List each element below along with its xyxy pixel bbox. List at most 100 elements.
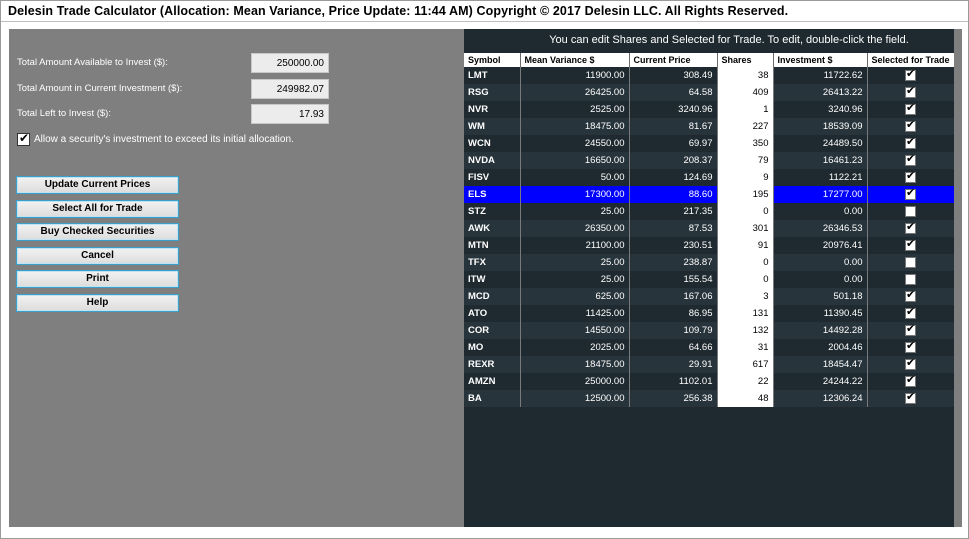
column-header[interactable]: Mean Variance $ <box>520 53 630 67</box>
column-header[interactable]: Shares <box>717 53 774 67</box>
shares-cell[interactable]: 350 <box>717 135 774 152</box>
selected-for-trade-checkbox[interactable]: ✔ <box>905 187 916 200</box>
column-header[interactable]: Symbol <box>464 53 521 67</box>
table-row[interactable]: RSG 26425.00 64.58 409 26413.22 ✔ <box>464 84 955 101</box>
selected-for-trade-cell[interactable] <box>867 271 955 288</box>
shares-cell[interactable]: 0 <box>717 254 774 271</box>
table-row[interactable]: AMZN 25000.00 1102.01 22 24244.22 ✔ <box>464 373 955 390</box>
allow-exceed-checkbox[interactable]: ✔ <box>17 131 30 146</box>
table-row[interactable]: STZ 25.00 217.35 0 0.00 <box>464 203 955 220</box>
shares-cell[interactable]: 31 <box>717 339 774 356</box>
selected-for-trade-checkbox[interactable]: ✔ <box>905 323 916 336</box>
selected-for-trade-checkbox[interactable]: ✔ <box>905 170 916 183</box>
shares-cell[interactable]: 1 <box>717 101 774 118</box>
selected-for-trade-checkbox[interactable]: ✔ <box>905 136 916 149</box>
table-row[interactable]: MO 2025.00 64.66 31 2004.46 ✔ <box>464 339 955 356</box>
table-row[interactable]: MTN 21100.00 230.51 91 20976.41 ✔ <box>464 237 955 254</box>
selected-for-trade-cell[interactable]: ✔ <box>867 186 955 203</box>
shares-cell[interactable]: 48 <box>717 390 774 407</box>
selected-for-trade-cell[interactable]: ✔ <box>867 135 955 152</box>
table-row[interactable]: FISV 50.00 124.69 9 1122.21 ✔ <box>464 169 955 186</box>
column-header[interactable]: Selected for Trade <box>867 53 955 67</box>
selected-for-trade-cell[interactable]: ✔ <box>867 339 955 356</box>
table-row[interactable]: BA 12500.00 256.38 48 12306.24 ✔ <box>464 390 955 407</box>
selected-for-trade-cell[interactable]: ✔ <box>867 101 955 118</box>
shares-cell[interactable]: 0 <box>717 203 774 220</box>
print-button[interactable]: Print <box>16 270 179 288</box>
shares-cell[interactable]: 131 <box>717 305 774 322</box>
shares-cell[interactable]: 38 <box>717 67 774 84</box>
mean-variance-cell: 17300.00 <box>520 186 630 203</box>
table-row[interactable]: NVR 2525.00 3240.96 1 3240.96 ✔ <box>464 101 955 118</box>
selected-for-trade-checkbox[interactable]: ✔ <box>905 85 916 98</box>
shares-cell[interactable]: 0 <box>717 271 774 288</box>
shares-cell[interactable]: 409 <box>717 84 774 101</box>
total-available-field[interactable]: 250000.00 <box>251 53 329 73</box>
selected-for-trade-cell[interactable]: ✔ <box>867 390 955 407</box>
shares-cell[interactable]: 3 <box>717 288 774 305</box>
column-header[interactable]: Current Price <box>629 53 718 67</box>
selected-for-trade-checkbox[interactable] <box>905 205 916 217</box>
selected-for-trade-checkbox[interactable] <box>905 256 916 268</box>
table-row[interactable]: NVDA 16650.00 208.37 79 16461.23 ✔ <box>464 152 955 169</box>
selected-for-trade-cell[interactable]: ✔ <box>867 305 955 322</box>
selected-for-trade-checkbox[interactable]: ✔ <box>905 357 916 370</box>
shares-cell[interactable]: 132 <box>717 322 774 339</box>
investment-cell: 0.00 <box>773 271 868 288</box>
shares-cell[interactable]: 79 <box>717 152 774 169</box>
selected-for-trade-cell[interactable]: ✔ <box>867 288 955 305</box>
selected-for-trade-checkbox[interactable] <box>905 273 916 285</box>
table-row[interactable]: WCN 24550.00 69.97 350 24489.50 ✔ <box>464 135 955 152</box>
selected-for-trade-cell[interactable]: ✔ <box>867 220 955 237</box>
buy-checked-button[interactable]: Buy Checked Securities <box>16 223 179 241</box>
select-all-button[interactable]: Select All for Trade <box>16 200 179 218</box>
selected-for-trade-cell[interactable]: ✔ <box>867 67 955 84</box>
shares-cell[interactable]: 195 <box>717 186 774 203</box>
selected-for-trade-checkbox[interactable]: ✔ <box>905 340 916 353</box>
selected-for-trade-checkbox[interactable]: ✔ <box>905 68 916 81</box>
selected-for-trade-cell[interactable] <box>867 203 955 220</box>
investment-cell: 0.00 <box>773 203 868 220</box>
table-row[interactable]: MCD 625.00 167.06 3 501.18 ✔ <box>464 288 955 305</box>
column-header[interactable]: Investment $ <box>773 53 868 67</box>
table-row[interactable]: AWK 26350.00 87.53 301 26346.53 ✔ <box>464 220 955 237</box>
shares-cell[interactable]: 617 <box>717 356 774 373</box>
selected-for-trade-checkbox[interactable]: ✔ <box>905 119 916 132</box>
table-row[interactable]: WM 18475.00 81.67 227 18539.09 ✔ <box>464 118 955 135</box>
table-row[interactable]: LMT 11900.00 308.49 38 11722.62 ✔ <box>464 67 955 84</box>
selected-for-trade-cell[interactable]: ✔ <box>867 169 955 186</box>
selected-for-trade-checkbox[interactable]: ✔ <box>905 221 916 234</box>
table-row[interactable]: REXR 18475.00 29.91 617 18454.47 ✔ <box>464 356 955 373</box>
selected-for-trade-checkbox[interactable]: ✔ <box>905 391 916 404</box>
update-prices-button[interactable]: Update Current Prices <box>16 176 179 194</box>
selected-for-trade-cell[interactable]: ✔ <box>867 373 955 390</box>
selected-for-trade-checkbox[interactable]: ✔ <box>905 153 916 166</box>
help-button[interactable]: Help <box>16 294 179 312</box>
selected-for-trade-cell[interactable]: ✔ <box>867 356 955 373</box>
shares-cell[interactable]: 91 <box>717 237 774 254</box>
mean-variance-cell: 18475.00 <box>520 356 630 373</box>
selected-for-trade-cell[interactable]: ✔ <box>867 152 955 169</box>
selected-for-trade-checkbox[interactable]: ✔ <box>905 306 916 319</box>
table-row[interactable]: TFX 25.00 238.87 0 0.00 <box>464 254 955 271</box>
table-row[interactable]: ITW 25.00 155.54 0 0.00 <box>464 271 955 288</box>
current-price-cell: 124.69 <box>629 169 718 186</box>
shares-cell[interactable]: 9 <box>717 169 774 186</box>
shares-cell[interactable]: 22 <box>717 373 774 390</box>
selected-for-trade-checkbox[interactable]: ✔ <box>905 102 916 115</box>
selected-for-trade-checkbox[interactable]: ✔ <box>905 289 916 302</box>
selected-for-trade-cell[interactable]: ✔ <box>867 237 955 254</box>
shares-cell[interactable]: 301 <box>717 220 774 237</box>
mean-variance-cell: 18475.00 <box>520 118 630 135</box>
selected-for-trade-checkbox[interactable]: ✔ <box>905 374 916 387</box>
shares-cell[interactable]: 227 <box>717 118 774 135</box>
selected-for-trade-cell[interactable]: ✔ <box>867 322 955 339</box>
cancel-button[interactable]: Cancel <box>16 247 179 265</box>
table-row[interactable]: ATO 11425.00 86.95 131 11390.45 ✔ <box>464 305 955 322</box>
table-row[interactable]: COR 14550.00 109.79 132 14492.28 ✔ <box>464 322 955 339</box>
selected-for-trade-cell[interactable]: ✔ <box>867 84 955 101</box>
selected-for-trade-cell[interactable] <box>867 254 955 271</box>
selected-for-trade-checkbox[interactable]: ✔ <box>905 238 916 251</box>
selected-for-trade-cell[interactable]: ✔ <box>867 118 955 135</box>
table-row[interactable]: ELS 17300.00 88.60 195 17277.00 ✔ <box>464 186 955 203</box>
